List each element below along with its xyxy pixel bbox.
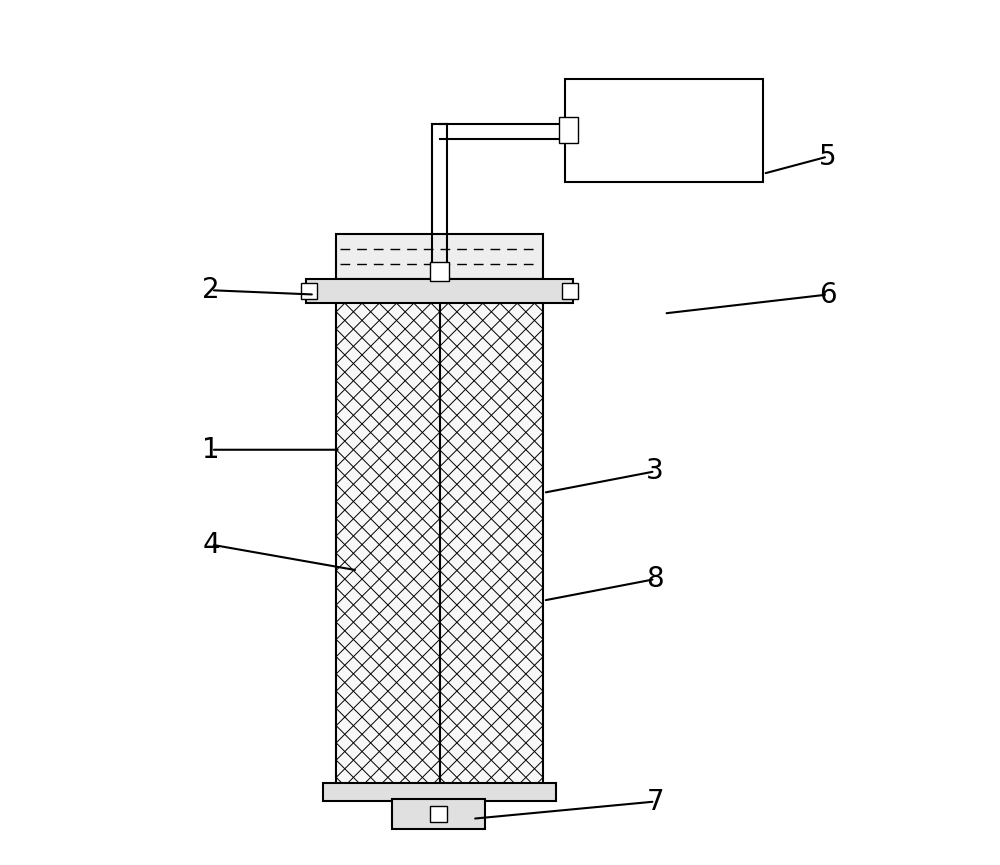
- Text: 8: 8: [646, 565, 664, 593]
- Bar: [301, 284, 317, 298]
- Bar: [430, 805, 447, 823]
- Bar: [323, 784, 556, 801]
- Text: 6: 6: [819, 280, 836, 309]
- Bar: [430, 262, 449, 281]
- Text: 3: 3: [646, 458, 664, 485]
- Bar: [392, 799, 485, 830]
- Bar: [565, 79, 763, 183]
- Text: 2: 2: [202, 276, 220, 304]
- Text: 1: 1: [202, 436, 220, 464]
- Bar: [306, 279, 573, 303]
- Bar: [562, 284, 578, 298]
- Text: 4: 4: [202, 530, 220, 559]
- Text: 5: 5: [819, 143, 836, 170]
- Bar: [336, 234, 543, 279]
- Text: 7: 7: [646, 787, 664, 816]
- Bar: [336, 291, 543, 799]
- Bar: [559, 117, 578, 143]
- Bar: [336, 291, 543, 799]
